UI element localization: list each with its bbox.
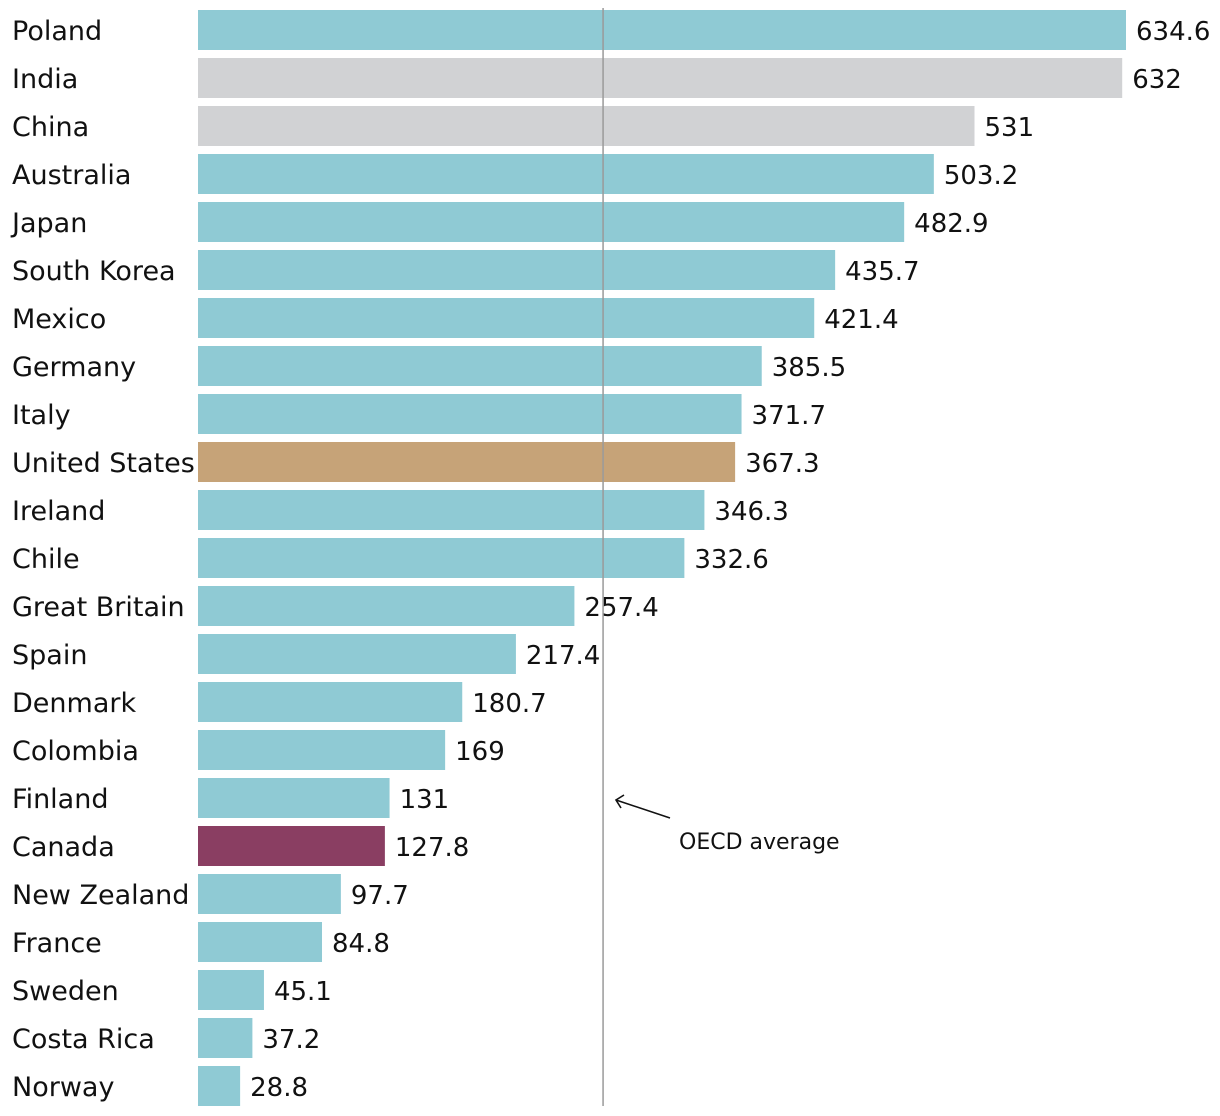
bar-denmark (198, 682, 463, 722)
category-label: Denmark (12, 688, 136, 719)
bar-sweden (198, 970, 264, 1010)
category-label: China (12, 112, 89, 143)
bar-mexico (198, 298, 815, 338)
value-label: 385.5 (772, 353, 846, 383)
category-label: Mexico (12, 304, 106, 335)
bar-france (198, 922, 323, 962)
category-label: Italy (12, 400, 71, 431)
category-label: Costa Rica (12, 1024, 155, 1055)
bar-south-korea (198, 250, 836, 290)
value-label: 435.7 (845, 257, 919, 287)
bar-australia (198, 154, 934, 194)
category-label: New Zealand (12, 880, 189, 911)
value-label: 634.6 (1136, 17, 1210, 47)
value-label: 169 (455, 737, 505, 767)
bar-costa-rica (198, 1018, 253, 1058)
category-label: Sweden (12, 976, 119, 1007)
value-label: 421.4 (824, 305, 898, 335)
category-label: Poland (12, 16, 102, 47)
value-label: 180.7 (472, 689, 546, 719)
bar-ireland (198, 490, 705, 530)
category-label: Great Britain (12, 592, 185, 623)
bar-finland (198, 778, 390, 818)
category-label: Norway (12, 1072, 114, 1103)
bar-japan (198, 202, 905, 242)
bar-canada (198, 826, 385, 866)
value-label: 28.8 (250, 1073, 308, 1103)
category-label: United States (12, 448, 195, 479)
category-label: Canada (12, 832, 115, 863)
value-label: 45.1 (274, 977, 332, 1007)
value-label: 131 (400, 785, 450, 815)
value-label: 37.2 (262, 1025, 320, 1055)
bar-india (198, 58, 1123, 98)
value-label: 217.4 (526, 641, 600, 671)
category-label: Germany (12, 352, 136, 383)
bar-chile (198, 538, 685, 578)
value-label: 257.4 (584, 593, 658, 623)
bar-germany (198, 346, 762, 386)
value-label: 367.3 (745, 449, 819, 479)
value-label: 632 (1132, 65, 1182, 95)
value-label: 84.8 (332, 929, 390, 959)
value-label: 371.7 (752, 401, 826, 431)
category-label: Colombia (12, 736, 139, 767)
bar-china (198, 106, 975, 146)
bar-poland (198, 10, 1126, 50)
value-label: 332.6 (694, 545, 768, 575)
category-label: Japan (10, 208, 87, 239)
bar-italy (198, 394, 742, 434)
value-label: 482.9 (914, 209, 988, 239)
category-label: Chile (12, 544, 80, 575)
bar-united-states (198, 442, 736, 482)
value-label: 531 (985, 113, 1035, 143)
bar-spain (198, 634, 516, 674)
value-label: 97.7 (351, 881, 409, 911)
value-label: 127.8 (395, 833, 469, 863)
value-label: 346.3 (714, 497, 788, 527)
category-label: France (12, 928, 102, 959)
bar-great-britain (198, 586, 575, 626)
oecd-average-label: OECD average (679, 830, 840, 855)
bar-new-zealand (198, 874, 341, 914)
bar-norway (198, 1066, 241, 1106)
arrow-icon (614, 794, 671, 819)
value-label: 503.2 (944, 161, 1018, 191)
category-label: South Korea (12, 256, 176, 287)
bar-colombia (198, 730, 446, 770)
category-label: Australia (12, 160, 131, 191)
category-label: Ireland (12, 496, 105, 527)
category-label: India (12, 64, 78, 95)
category-label: Finland (12, 784, 108, 815)
category-label: Spain (12, 640, 87, 671)
